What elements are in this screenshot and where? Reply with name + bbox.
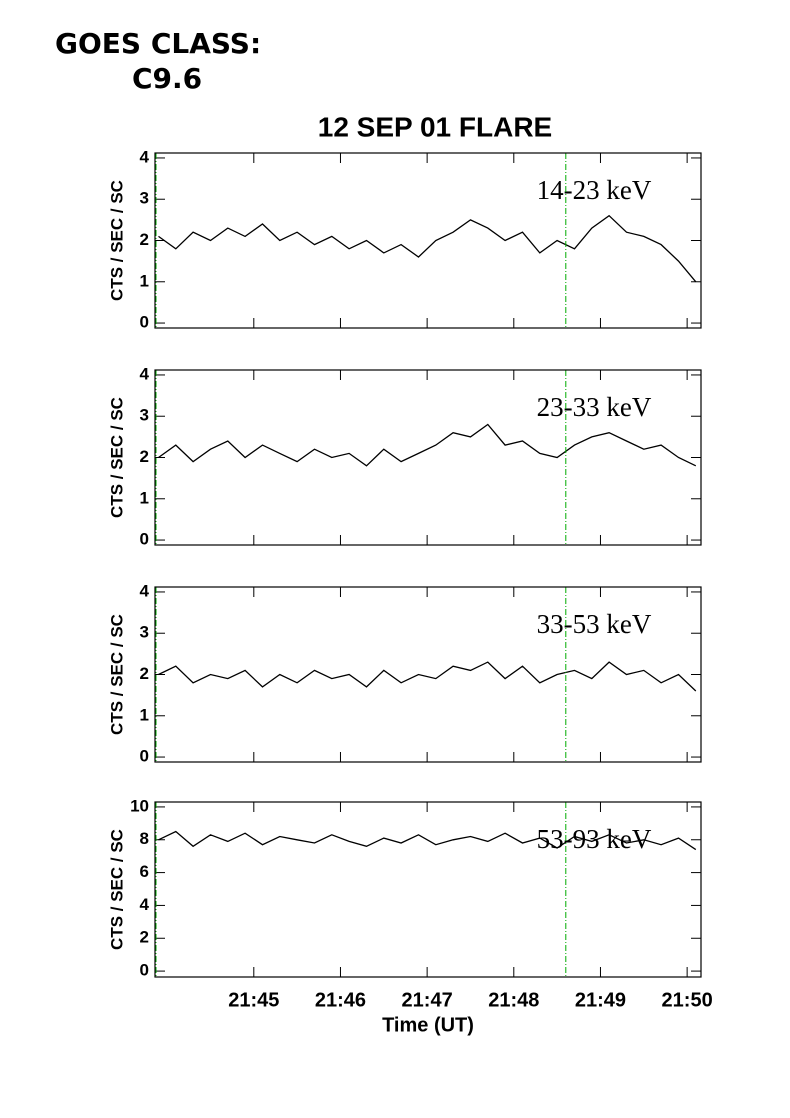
chart-title: 12 SEP 01 FLARE <box>318 111 552 142</box>
y-tick-label: 4 <box>140 895 150 914</box>
y-axis-label: CTS / SEC / SC <box>107 180 126 301</box>
x-tick-label: 21:45 <box>228 989 279 1011</box>
y-tick-label: 1 <box>140 271 149 290</box>
y-tick-label: 4 <box>140 364 150 383</box>
y-axis-label: CTS / SEC / SC <box>107 829 126 950</box>
y-tick-label: 1 <box>140 488 149 507</box>
header-line: GOES CLASS: <box>55 27 261 60</box>
x-tick-label: 21:46 <box>315 989 366 1011</box>
x-tick-label: 21:48 <box>488 989 539 1011</box>
y-tick-label: 2 <box>140 928 149 947</box>
data-line <box>158 661 697 692</box>
y-tick-label: 3 <box>140 189 149 208</box>
plot-frame <box>154 586 702 763</box>
y-tick-label: 0 <box>140 313 149 332</box>
y-tick-label: 6 <box>140 862 149 881</box>
series-label: 23-33 keV <box>537 392 652 422</box>
y-axis-label: CTS / SEC / SC <box>107 614 126 735</box>
header-line: C9.6 <box>132 62 202 95</box>
plot-frame <box>154 801 702 978</box>
y-tick-label: 1 <box>140 705 149 724</box>
x-tick-label: 21:47 <box>402 989 453 1011</box>
y-tick-label: 3 <box>140 406 149 425</box>
y-axis-label: CTS / SEC / SC <box>107 397 126 518</box>
series-label: 14-23 keV <box>537 175 652 205</box>
y-tick-label: 2 <box>140 447 149 466</box>
data-line <box>158 214 697 283</box>
y-tick-label: 8 <box>140 829 149 848</box>
y-tick-label: 0 <box>140 530 149 549</box>
x-tick-label: 21:49 <box>575 989 626 1011</box>
series-label: 33-53 keV <box>537 609 652 639</box>
y-tick-label: 2 <box>140 230 149 249</box>
y-tick-label: 4 <box>140 147 150 166</box>
y-tick-label: 3 <box>140 623 149 642</box>
y-tick-label: 10 <box>130 796 149 815</box>
data-line <box>158 423 697 467</box>
data-line <box>158 830 697 851</box>
series-label: 53-93 keV <box>537 824 652 854</box>
plot-frame <box>154 369 702 546</box>
plot-frame <box>154 152 702 329</box>
x-tick-label: 21:50 <box>662 989 713 1011</box>
y-tick-label: 0 <box>140 961 149 980</box>
y-tick-label: 2 <box>140 664 149 683</box>
y-tick-label: 0 <box>140 747 149 766</box>
y-tick-label: 4 <box>140 581 150 600</box>
x-axis-label: Time (UT) <box>382 1014 474 1036</box>
